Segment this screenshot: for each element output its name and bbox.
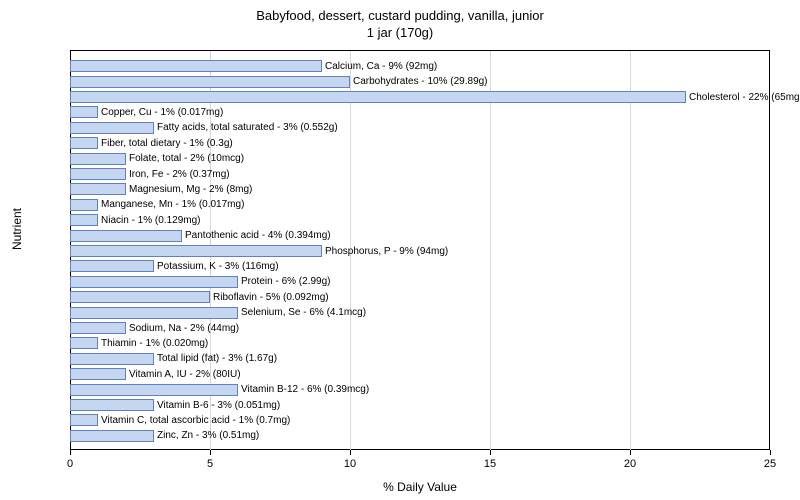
- bar: [70, 183, 126, 195]
- bar-row: Copper, Cu - 1% (0.017mg): [70, 106, 770, 118]
- bar-row: Protein - 6% (2.99g): [70, 276, 770, 288]
- bar: [70, 368, 126, 380]
- bar-label: Vitamin B-12 - 6% (0.39mcg): [238, 384, 369, 396]
- bar-row: Vitamin B-12 - 6% (0.39mcg): [70, 384, 770, 396]
- bar-row: Fiber, total dietary - 1% (0.3g): [70, 137, 770, 149]
- bar: [70, 60, 322, 72]
- bar-label: Sodium, Na - 2% (44mg): [126, 322, 239, 334]
- bar-label: Pantothenic acid - 4% (0.394mg): [182, 230, 331, 242]
- bar: [70, 307, 238, 319]
- bar-label: Copper, Cu - 1% (0.017mg): [98, 106, 223, 118]
- bar-label: Cholesterol - 22% (65mg): [686, 91, 800, 103]
- title-line-2: 1 jar (170g): [367, 25, 433, 40]
- bar-label: Manganese, Mn - 1% (0.017mg): [98, 199, 244, 211]
- bar-row: Vitamin A, IU - 2% (80IU): [70, 368, 770, 380]
- bar: [70, 430, 154, 442]
- bar-label: Magnesium, Mg - 2% (8mg): [126, 183, 252, 195]
- x-tick-label: 5: [207, 458, 213, 470]
- bar: [70, 245, 322, 257]
- bar: [70, 137, 98, 149]
- bar: [70, 384, 238, 396]
- bar-row: Total lipid (fat) - 3% (1.67g): [70, 353, 770, 365]
- bar: [70, 91, 686, 103]
- bar: [70, 199, 98, 211]
- bar-label: Folate, total - 2% (10mcg): [126, 153, 244, 165]
- x-tick: [70, 450, 71, 455]
- bar-label: Fiber, total dietary - 1% (0.3g): [98, 137, 233, 149]
- bar-row: Calcium, Ca - 9% (92mg): [70, 60, 770, 72]
- bar-label: Riboflavin - 5% (0.092mg): [210, 291, 329, 303]
- x-tick-label: 25: [764, 458, 776, 470]
- bar-row: Sodium, Na - 2% (44mg): [70, 322, 770, 334]
- bar-row: Phosphorus, P - 9% (94mg): [70, 245, 770, 257]
- x-tick: [210, 450, 211, 455]
- bar-row: Folate, total - 2% (10mcg): [70, 153, 770, 165]
- x-tick: [490, 450, 491, 455]
- bar-row: Zinc, Zn - 3% (0.51mg): [70, 430, 770, 442]
- bar-row: Thiamin - 1% (0.020mg): [70, 337, 770, 349]
- x-tick: [770, 450, 771, 455]
- chart-title: Babyfood, dessert, custard pudding, vani…: [0, 0, 800, 42]
- bar: [70, 399, 154, 411]
- bars-group: Calcium, Ca - 9% (92mg) Carbohydrates - 1…: [70, 51, 769, 450]
- bar-row: Fatty acids, total saturated - 3% (0.552…: [70, 122, 770, 134]
- bar: [70, 153, 126, 165]
- x-tick-label: 10: [344, 458, 356, 470]
- x-tick-label: 0: [67, 458, 73, 470]
- bar-label: Potassium, K - 3% (116mg): [154, 260, 279, 272]
- bar-label: Protein - 6% (2.99g): [238, 276, 331, 288]
- bar: [70, 337, 98, 349]
- y-axis-label: Nutrient: [10, 208, 24, 250]
- bar-row: Riboflavin - 5% (0.092mg): [70, 291, 770, 303]
- bar: [70, 214, 98, 226]
- bar-row: Potassium, K - 3% (116mg): [70, 260, 770, 272]
- bar: [70, 106, 98, 118]
- bar-row: Magnesium, Mg - 2% (8mg): [70, 183, 770, 195]
- bar-row: Carbohydrates - 10% (29.89g): [70, 76, 770, 88]
- bar-label: Vitamin A, IU - 2% (80IU): [126, 368, 241, 380]
- bar: [70, 230, 182, 242]
- bar: [70, 414, 98, 426]
- bar-label: Fatty acids, total saturated - 3% (0.552…: [154, 122, 338, 134]
- bar-label: Thiamin - 1% (0.020mg): [98, 337, 208, 349]
- nutrition-chart: Babyfood, dessert, custard pudding, vani…: [0, 0, 800, 500]
- bar-label: Calcium, Ca - 9% (92mg): [322, 60, 437, 72]
- bar: [70, 260, 154, 272]
- bar-row: Vitamin B-6 - 3% (0.051mg): [70, 399, 770, 411]
- bar-row: Niacin - 1% (0.129mg): [70, 214, 770, 226]
- x-tick-label: 20: [624, 458, 636, 470]
- bar-label: Carbohydrates - 10% (29.89g): [350, 76, 488, 88]
- bar-row: Iron, Fe - 2% (0.37mg): [70, 168, 770, 180]
- bar-label: Vitamin C, total ascorbic acid - 1% (0.7…: [98, 414, 290, 426]
- bar: [70, 168, 126, 180]
- x-tick: [630, 450, 631, 455]
- x-tick: [350, 450, 351, 455]
- bar: [70, 353, 154, 365]
- bar: [70, 276, 238, 288]
- bar: [70, 322, 126, 334]
- bar-label: Phosphorus, P - 9% (94mg): [322, 245, 448, 257]
- bar-row: Vitamin C, total ascorbic acid - 1% (0.7…: [70, 414, 770, 426]
- bar-label: Iron, Fe - 2% (0.37mg): [126, 168, 230, 180]
- bar-row: Selenium, Se - 6% (4.1mcg): [70, 307, 770, 319]
- bar-row: Manganese, Mn - 1% (0.017mg): [70, 199, 770, 211]
- bar-label: Total lipid (fat) - 3% (1.67g): [154, 353, 277, 365]
- bar-row: Pantothenic acid - 4% (0.394mg): [70, 230, 770, 242]
- bar: [70, 122, 154, 134]
- bar-row: Cholesterol - 22% (65mg): [70, 91, 770, 103]
- plot-area: 0510152025 Calcium, Ca - 9% (92mg)Carboh…: [70, 50, 770, 450]
- bar-label: Niacin - 1% (0.129mg): [98, 214, 200, 226]
- x-axis-label: % Daily Value: [70, 480, 770, 494]
- title-line-1: Babyfood, dessert, custard pudding, vani…: [256, 8, 544, 23]
- x-tick-label: 15: [484, 458, 496, 470]
- bar-label: Vitamin B-6 - 3% (0.051mg): [154, 399, 280, 411]
- bar-label: Zinc, Zn - 3% (0.51mg): [154, 430, 259, 442]
- bar: [70, 291, 210, 303]
- bar: [70, 76, 350, 88]
- bar-label: Selenium, Se - 6% (4.1mcg): [238, 307, 366, 319]
